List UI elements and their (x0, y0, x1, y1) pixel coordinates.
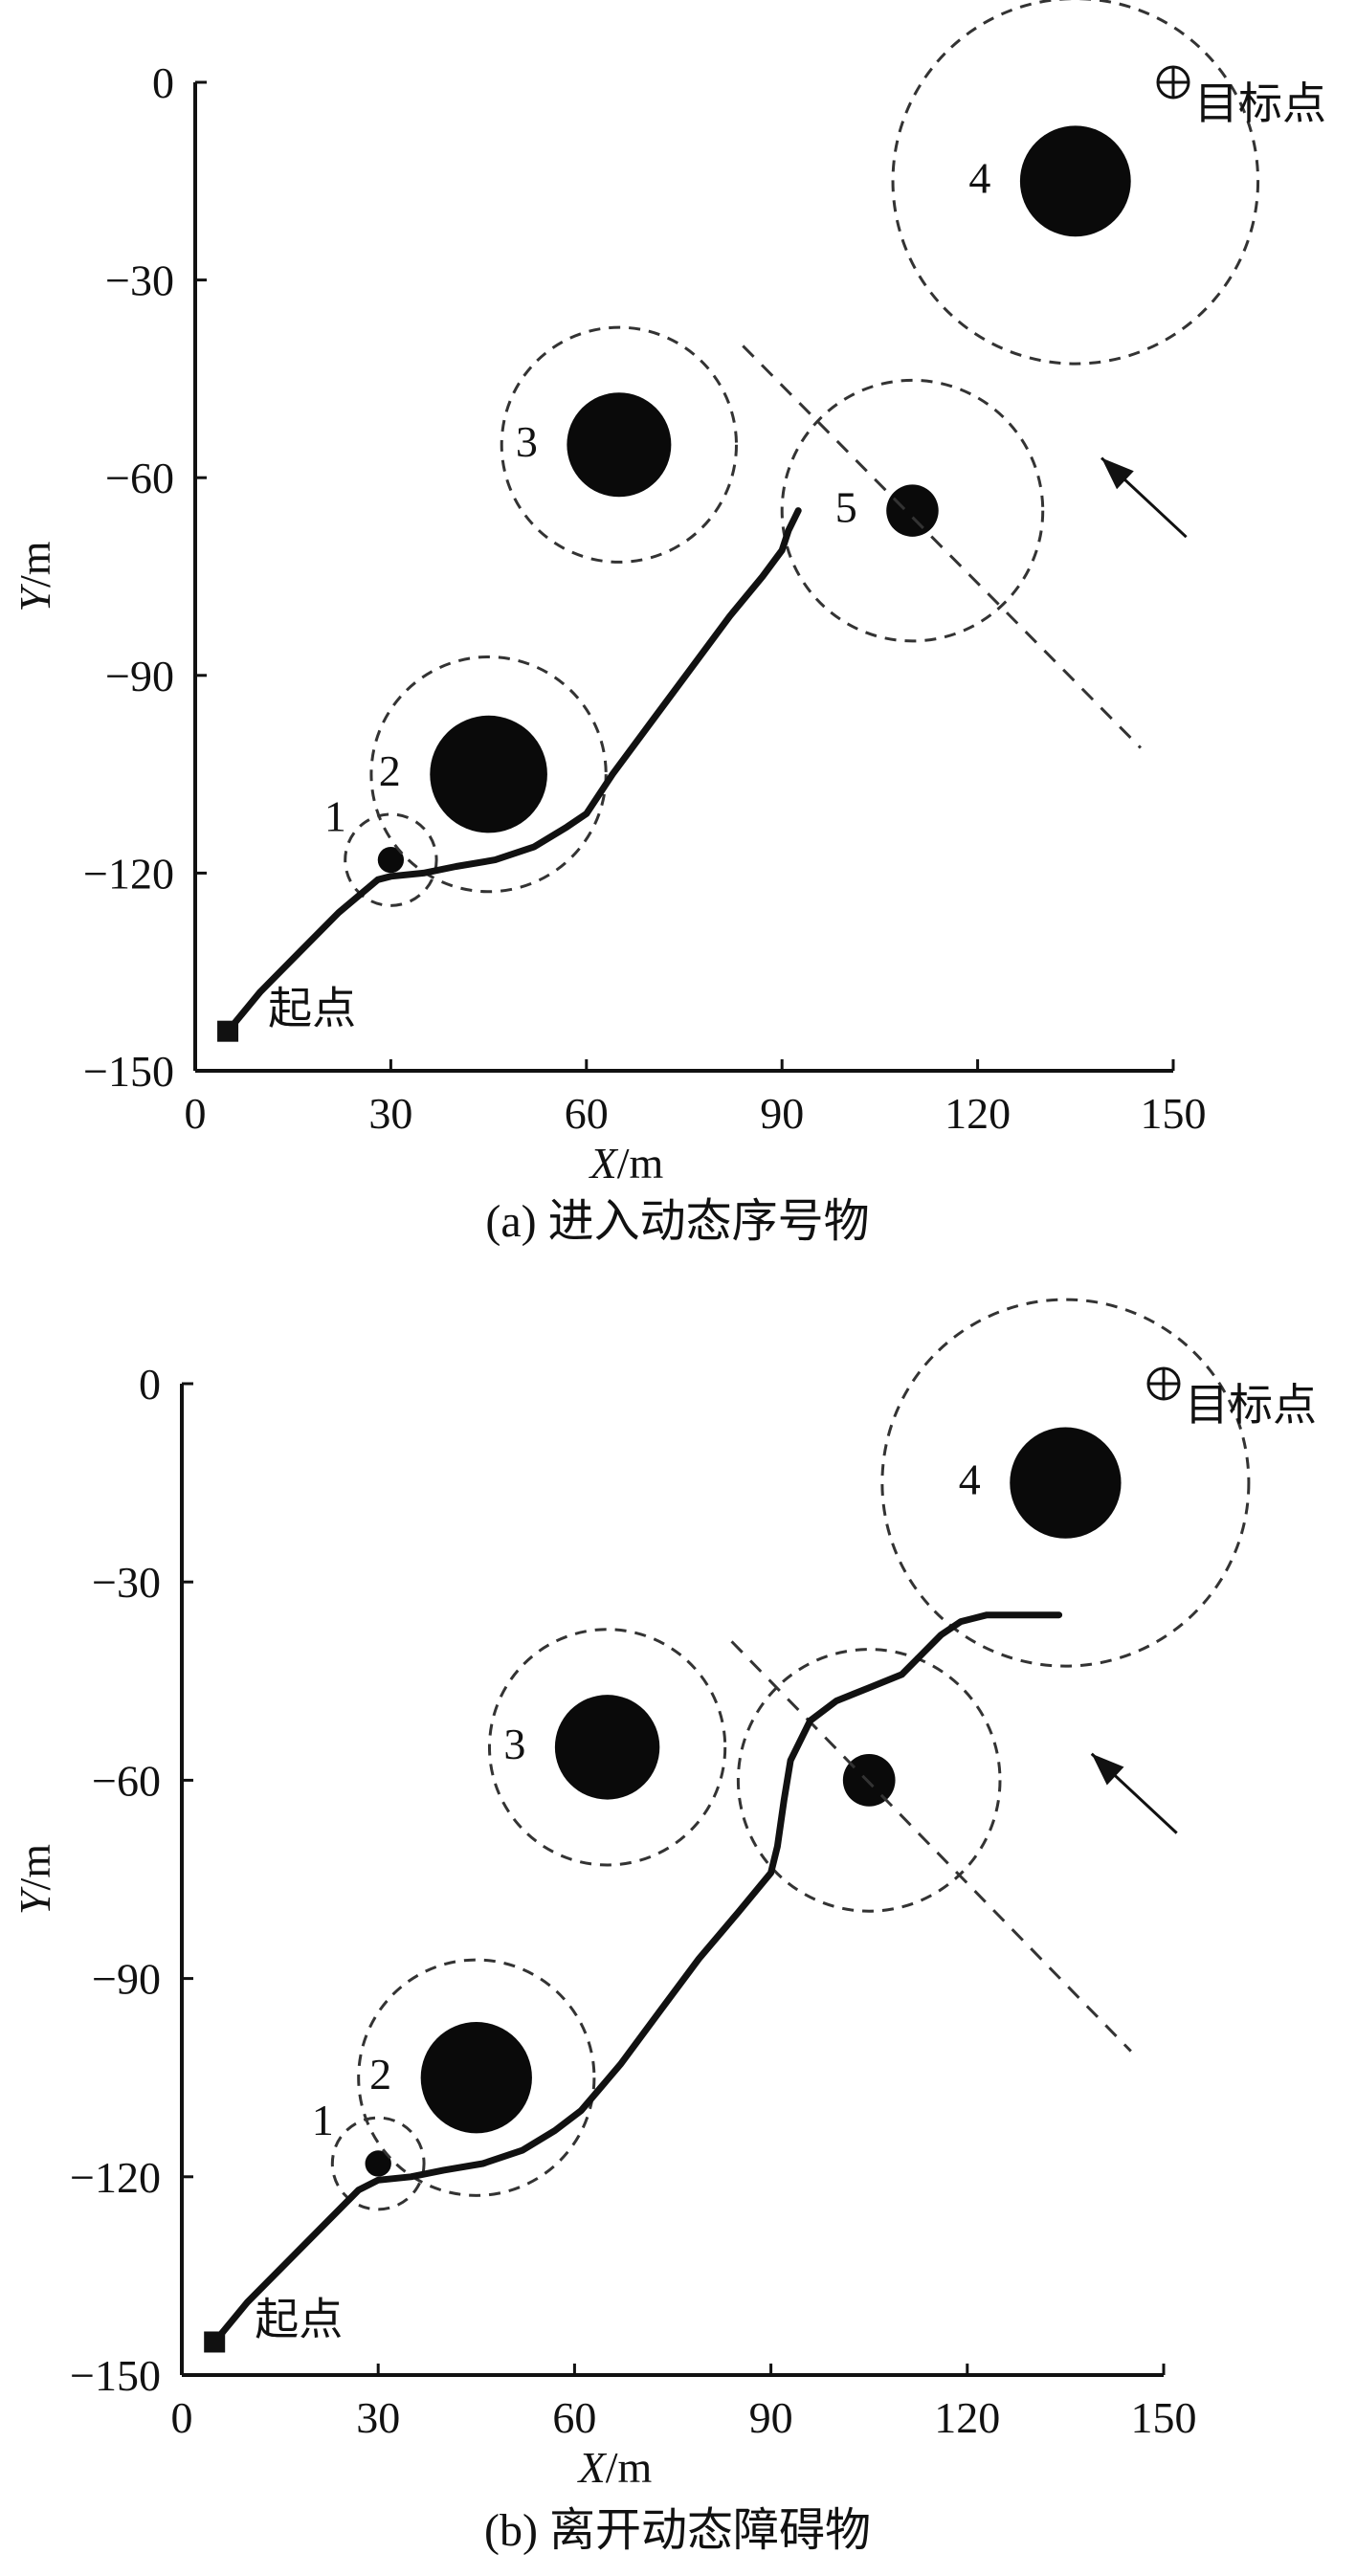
panel-b: 0 30 60 90 120 1500−30−60−90−120−150X/mY/m123… (11, 1298, 1317, 2556)
obstacle-core (554, 1695, 660, 1800)
y-tick-label: 0 (139, 1360, 161, 1409)
start-label: 起点 (268, 983, 356, 1034)
x-tick-label: 0 (185, 1089, 207, 1138)
x-tick-label: 150 (1141, 1089, 1207, 1138)
obstacle-core (567, 392, 672, 498)
x-axis-unit: /m (617, 1139, 664, 1188)
x-tick-label: 90 (749, 2393, 793, 2442)
goal-label: 目标点 (1194, 78, 1326, 129)
x-axis-var: X (577, 2443, 608, 2492)
obstacle-core (365, 2150, 391, 2177)
x-axis-label: X/m (589, 1139, 664, 1188)
y-tick-label: −30 (105, 256, 174, 305)
goal-label: 目标点 (1185, 1379, 1317, 1431)
dynamic-obstacle-trajectory (730, 1640, 1132, 2053)
motion-arrow-head (1091, 1753, 1124, 1786)
obstacle-label: 2 (369, 2050, 391, 2099)
planned-path (211, 1611, 1063, 2345)
panel-caption: (b) 离开动态障碍物 (484, 2505, 871, 2556)
x-tick-label: 150 (1131, 2393, 1197, 2442)
obstacle-safety-circle (736, 1648, 1002, 1913)
obstacle-safety-circle (891, 0, 1260, 366)
planned-path (224, 507, 802, 1035)
obstacle-label: 3 (516, 417, 538, 466)
x-axis-unit: /m (606, 2443, 653, 2492)
y-axis-var: Y (11, 1886, 59, 1915)
y-axis-unit: /m (11, 541, 59, 588)
y-tick-label: 0 (152, 58, 174, 107)
obstacle-core (377, 847, 405, 874)
y-tick-label: −90 (92, 1955, 161, 2004)
obstacle-safety-circle (330, 2116, 426, 2211)
dynamic-obstacle-trajectory (742, 344, 1142, 749)
obstacle-core (842, 1754, 896, 1807)
obstacle-safety-circle (369, 655, 608, 894)
obstacle-core (420, 2022, 532, 2134)
x-tick-label: 90 (760, 1089, 804, 1138)
y-tick-label: −60 (105, 454, 174, 502)
obstacle-safety-circle (780, 378, 1045, 643)
panel-caption: (a) 进入动态序号物 (485, 1196, 869, 1247)
obstacle-core (886, 484, 939, 537)
obstacle-label: 4 (968, 153, 990, 202)
obstacle-safety-circle (880, 1298, 1251, 1668)
y-tick-label: −90 (105, 652, 174, 700)
y-axis-var: Y (11, 584, 59, 612)
y-tick-label: −150 (83, 1047, 174, 1096)
obstacle-label: 3 (503, 1720, 525, 1768)
y-axis-label: Y/m (11, 541, 59, 611)
x-tick-label: 120 (945, 1089, 1011, 1138)
y-tick-label: −120 (83, 849, 174, 898)
y-axis-label: Y/m (11, 1844, 59, 1915)
obstacle-label: 1 (324, 792, 346, 841)
obstacle-safety-circle (487, 1628, 727, 1867)
x-axis-label: X/m (577, 2443, 653, 2492)
x-tick-label: 30 (368, 1089, 412, 1138)
start-marker (204, 2331, 226, 2353)
obstacle-label: 1 (312, 2096, 334, 2144)
y-tick-label: −120 (70, 2153, 161, 2202)
obstacle-label: 2 (379, 746, 401, 795)
start-marker (217, 1020, 239, 1042)
x-tick-label: 30 (356, 2393, 400, 2442)
y-tick-label: −150 (70, 2351, 161, 2400)
obstacle-label: 5 (835, 483, 857, 532)
x-tick-label: 0 (171, 2393, 193, 2442)
obstacle-safety-circle (500, 325, 739, 564)
y-tick-label: −60 (92, 1756, 161, 1805)
obstacle-core (1010, 1427, 1122, 1539)
y-axis-unit: /m (11, 1844, 59, 1891)
obstacle-safety-circle (344, 812, 438, 907)
obstacle-core (430, 715, 547, 833)
motion-arrow-head (1101, 457, 1134, 490)
obstacle-safety-circle (357, 1958, 596, 2197)
x-tick-label: 60 (565, 1089, 609, 1138)
y-tick-label: −30 (92, 1558, 161, 1607)
x-tick-label: 60 (552, 2393, 596, 2442)
obstacle-core (1019, 125, 1131, 237)
start-label: 起点 (255, 2293, 343, 2344)
x-axis-var: X (589, 1139, 619, 1188)
panel-a: 0 30 60 90 120 1500−30−60−90−120−150X/mY/m123… (11, 0, 1326, 1247)
x-tick-label: 120 (934, 2393, 1000, 2442)
obstacle-label: 4 (959, 1455, 981, 1504)
